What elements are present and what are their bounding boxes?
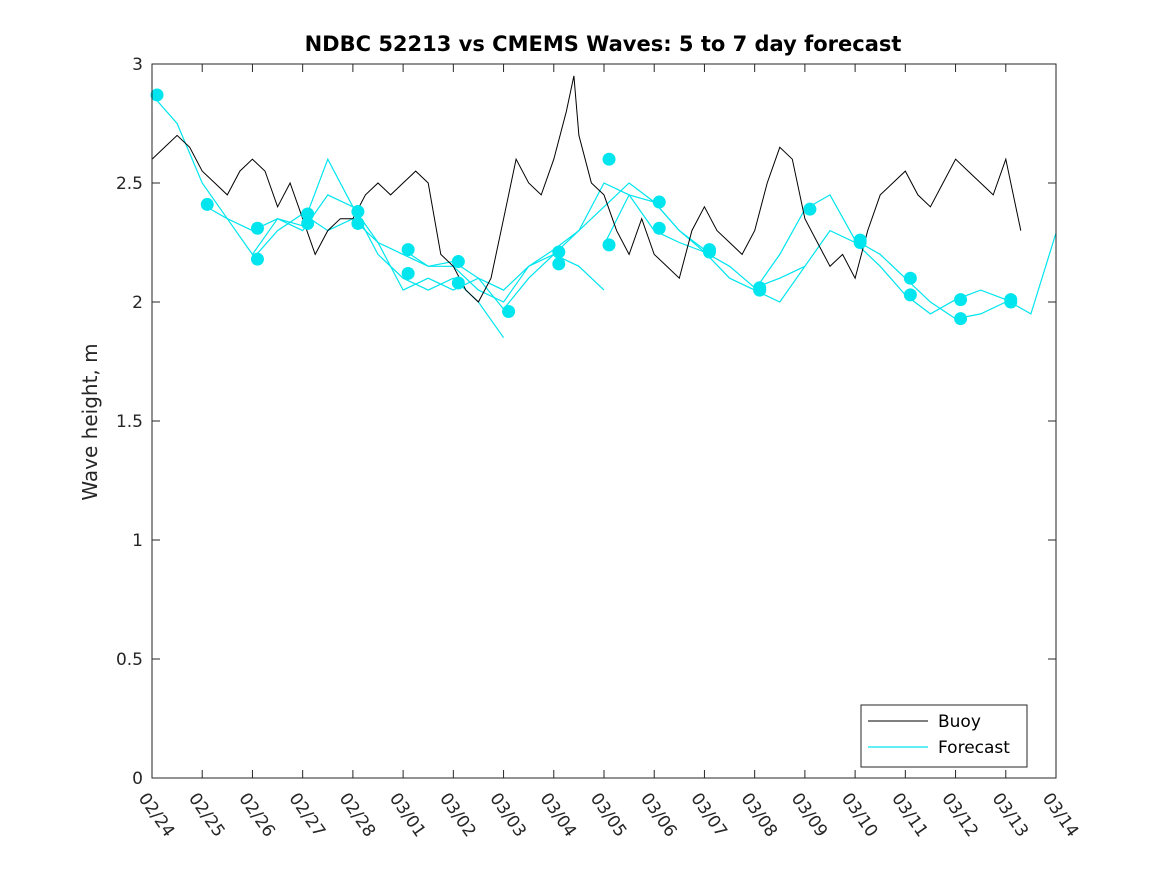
forecast-point: [351, 205, 365, 219]
forecast-point: [401, 243, 415, 257]
forecast-point: [250, 221, 264, 235]
forecast-series-line: [151, 94, 505, 339]
forecast-point: [351, 216, 365, 230]
x-tick-label: 03/12: [937, 789, 981, 841]
x-tick-label: 03/03: [485, 789, 529, 841]
x-tick-label: 03/09: [787, 789, 831, 841]
x-tick-label: 03/10: [837, 789, 881, 841]
forecast-point: [853, 236, 867, 249]
x-tick-label: 03/11: [887, 789, 931, 841]
x-tick-label: 03/02: [435, 789, 479, 841]
forecast-point: [602, 238, 616, 252]
y-tick-label: 2.5: [116, 174, 143, 194]
forecast-point: [652, 195, 666, 209]
forecast-series-line: [201, 157, 605, 311]
chart-title: NDBC 52213 vs CMEMS Waves: 5 to 7 day fo…: [305, 32, 902, 56]
forecast-series-line: [603, 194, 1007, 320]
x-tick-label: 02/24: [134, 789, 178, 841]
forecast-point: [150, 88, 164, 102]
x-tick-label: 03/13: [988, 789, 1032, 841]
forecast-point: [250, 252, 264, 266]
forecast-point: [451, 276, 465, 290]
plot-area: [150, 75, 1057, 339]
x-tick-label: 03/04: [536, 789, 580, 841]
legend: Buoy Forecast: [860, 704, 1028, 768]
forecast-point: [954, 293, 968, 307]
forecast-point: [753, 283, 767, 297]
forecast-point: [903, 271, 917, 285]
y-tick-label: 3: [132, 55, 143, 75]
x-tick-label: 02/25: [184, 789, 228, 841]
forecast-point: [652, 221, 666, 235]
forecast-point: [301, 216, 315, 230]
forecast-series-line: [251, 182, 705, 303]
x-tick-label: 03/05: [586, 789, 630, 841]
forecast-point: [200, 197, 214, 211]
y-tick-label: 2: [132, 293, 143, 313]
forecast-point: [552, 257, 566, 271]
forecast-point: [502, 305, 516, 319]
y-tick-label: 1.5: [116, 412, 143, 432]
forecast-point: [401, 266, 415, 280]
x-tick-label: 03/07: [686, 789, 730, 841]
forecast-point: [301, 207, 315, 221]
x-tick-label: 03/14: [1038, 789, 1082, 841]
forecast-point: [602, 152, 616, 166]
x-tick-label: 03/06: [636, 789, 680, 841]
forecast-point: [803, 202, 817, 216]
forecast-point: [552, 245, 566, 259]
forecast-series-line: [402, 182, 806, 291]
x-tick-label: 03/01: [385, 789, 429, 841]
x-tick-label: 02/26: [234, 789, 278, 841]
y-axis-ticks: 0 0.5 1 1.5 2 2.5 3: [116, 55, 1056, 789]
x-tick-label: 03/08: [737, 789, 781, 841]
y-tick-label: 0: [132, 769, 143, 789]
y-axis-label: Wave height, m: [78, 343, 102, 500]
forecast-point: [954, 312, 968, 326]
axes-frame: [151, 63, 1057, 779]
legend-box: [860, 704, 1028, 768]
buoy-series-line: [151, 75, 1022, 303]
y-tick-label: 1: [132, 531, 143, 551]
forecast-point: [451, 255, 465, 269]
x-tick-label: 02/28: [335, 789, 379, 841]
legend-forecast-label: Forecast: [938, 738, 1010, 758]
x-tick-label: 02/27: [285, 789, 329, 841]
legend-buoy-label: Buoy: [938, 712, 981, 732]
forecast-point: [702, 245, 716, 259]
forecast-point: [1004, 295, 1018, 309]
y-tick-label: 0.5: [116, 650, 143, 670]
forecast-point: [903, 288, 917, 302]
